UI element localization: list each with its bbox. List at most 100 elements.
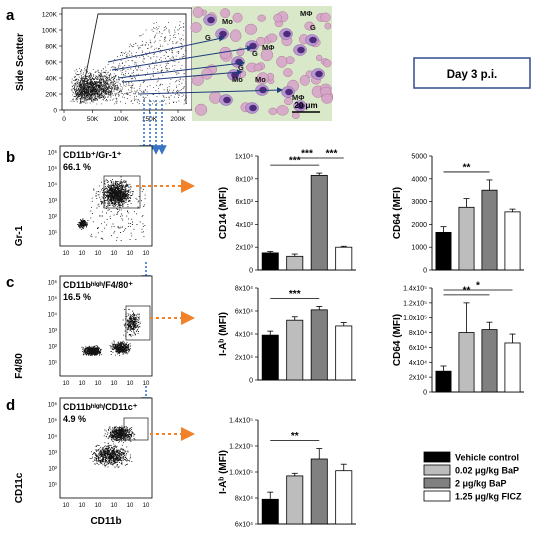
- scatter-y-tick-label: 60K: [45, 60, 57, 67]
- legend-entry: 2 μg/kg BaP: [455, 479, 507, 489]
- red-blood-cell: [321, 93, 333, 104]
- flow-gate: [103, 175, 141, 209]
- bar-chart-2: 0 1000 2000 3000 4000 5000 ** CD64 (MFI): [392, 154, 524, 275]
- red-blood-cell: [232, 12, 243, 23]
- leukocyte-nucleus: [297, 46, 305, 54]
- bar-chart-y-tick-label: 2000: [411, 222, 427, 229]
- bar-chart-y-tick-label: 2x10⁴: [409, 375, 427, 382]
- flow-y-tick-label: 10⁶: [48, 280, 58, 287]
- flow-x-tick-label: 10: [79, 381, 86, 387]
- bar: [504, 211, 521, 271]
- bar-chart-y-axis-label: I-Aᵇ (MFI): [218, 312, 229, 356]
- red-blood-cell: [266, 33, 278, 43]
- red-blood-cell: [229, 29, 242, 42]
- leukocyte-nucleus: [297, 102, 305, 110]
- bar: [335, 470, 353, 525]
- bar-chart-y-tick-label: 1.2x10⁵: [403, 300, 427, 307]
- bar-chart-y-tick-label: 4x10³: [235, 222, 253, 229]
- bar-chart-y-tick-label: 8x10⁴: [235, 496, 253, 503]
- flow-y-tick-label: 10⁶: [48, 150, 58, 157]
- flow-x-tick-label: 10: [111, 381, 118, 387]
- bar-chart-y-tick-label: 1000: [411, 245, 427, 252]
- bar: [261, 498, 279, 525]
- flow-x-tick-label: 10: [95, 381, 102, 387]
- flow-gate-label: CD11bʰⁱᵍʰ/CD11c⁺: [63, 401, 138, 412]
- bar-chart-y-tick-label: 8x10³: [235, 176, 253, 183]
- flow-percent: 66.1 %: [63, 162, 91, 172]
- flow-y-tick-label: 10¹: [48, 483, 57, 489]
- significance-label: ***: [289, 289, 301, 300]
- bar-chart-y-tick-label: 1.4x10⁵: [403, 286, 427, 293]
- flow-events: [81, 308, 141, 357]
- scatter-y-ticks: 0 20K 40K 60K 80K 100K 120K: [42, 12, 62, 115]
- flow-gate: [125, 305, 151, 341]
- bar-chart-y-tick-label: 4x10⁴: [235, 332, 253, 339]
- cell-label: MΦ: [262, 43, 274, 52]
- cell-label: Mo: [255, 75, 266, 84]
- flow-gate-label: CD11bʰⁱᵍʰ/F4/80⁺: [63, 279, 133, 290]
- cell-label: Mo: [222, 17, 233, 26]
- flow-x-tick-label: 10: [111, 251, 118, 257]
- bar-chart-y-axis-label: I-Aᵇ (MFI): [218, 450, 229, 494]
- legend-swatch: [423, 490, 451, 502]
- leukocyte-nucleus: [249, 104, 257, 112]
- scatter-y-tick-label: 100K: [42, 28, 58, 35]
- bar: [310, 174, 328, 271]
- bar-chart-y-tick-label: 0: [423, 268, 427, 275]
- leukocyte-nucleus: [207, 16, 215, 24]
- flow-y-axis-label: CD11c: [14, 472, 25, 503]
- scatter-x-tick-label: 0: [62, 116, 66, 123]
- flow-panel-frame: [59, 397, 153, 499]
- significance-label: ***: [301, 149, 313, 160]
- flow-y-tick-label: 10¹: [48, 361, 57, 367]
- cell-label: Mo: [232, 75, 243, 84]
- leukocyte-nucleus: [285, 88, 293, 96]
- flow-y-tick-label: 10⁴: [48, 434, 58, 441]
- flow-y-tick-label: 10³: [48, 199, 57, 205]
- day-label: Day 3 p.i.: [447, 69, 498, 81]
- flow-gate: [123, 417, 149, 441]
- micrograph-cells: [190, 6, 334, 119]
- bar-chart-y-axis-label: CD64 (MFI): [392, 187, 403, 239]
- flow-x-tick-label: 10: [79, 503, 86, 509]
- bar-chart-4: 0 2x10⁴ 4x10⁴ 6x10⁴ 8x10⁴ 1.0x10⁵ 1.2x10⁵ 1.4x1…: [392, 281, 524, 397]
- flow-x-tick-label: 10: [95, 503, 102, 509]
- red-blood-cell: [201, 68, 213, 80]
- panel-label-b: b: [6, 149, 15, 166]
- bar-chart-y-tick-label: 1x10⁴: [235, 154, 253, 161]
- panel-label-a: a: [6, 7, 15, 24]
- flow-y-tick-label: 10⁵: [48, 296, 58, 303]
- flow-x-tick-label: 10: [95, 251, 102, 257]
- flow-x-axis-label: CD11b: [90, 516, 121, 527]
- panel-label-d: d: [6, 397, 15, 414]
- scatter-plot: 0 20K 40K 60K 80K 100K 120K 0 50K 100K 150K 200K S…: [15, 7, 193, 123]
- scatter-y-tick-label: 20K: [45, 92, 57, 99]
- cell-label: G: [205, 33, 211, 42]
- flow-to-bar-arrows: [136, 179, 195, 441]
- flow-x-tick-label: 10: [143, 251, 150, 257]
- bar: [435, 370, 452, 393]
- scatter-x-tick-label: 150K: [142, 116, 158, 123]
- flow-panel-frame: [59, 275, 153, 377]
- significance-label: ***: [326, 149, 338, 160]
- cell-label: G: [238, 63, 244, 72]
- bar-chart-y-tick-label: 6x10⁴: [235, 522, 253, 529]
- bar: [458, 332, 475, 393]
- red-blood-cell: [192, 6, 204, 18]
- flow-x-tick-label: 10: [63, 381, 70, 387]
- flow-y-tick-label: 10⁵: [48, 418, 58, 425]
- flow-x-tick-label: 10: [143, 503, 150, 509]
- bar-chart-y-tick-label: 0: [423, 390, 427, 397]
- scatter-y-tick-label: 120K: [42, 12, 58, 19]
- bar-chart-y-axis-label: CD14 (MFI): [218, 187, 229, 239]
- leukocyte-nucleus: [219, 30, 227, 38]
- bar-chart-y-tick-label: 2x10⁴: [235, 355, 253, 362]
- scatter-y-tick-label: 0: [53, 108, 57, 115]
- legend: Vehicle control 0.02 μg/kg BaP 2 μg/kg BaP…: [423, 451, 522, 502]
- bar: [286, 475, 304, 525]
- bar-chart-y-tick-label: 1.0x10⁵: [229, 470, 253, 477]
- bar-chart-y-tick-label: 1.4x10⁵: [229, 418, 253, 425]
- red-blood-cell: [244, 23, 258, 35]
- red-blood-cell: [320, 12, 331, 23]
- red-blood-cell: [276, 55, 288, 68]
